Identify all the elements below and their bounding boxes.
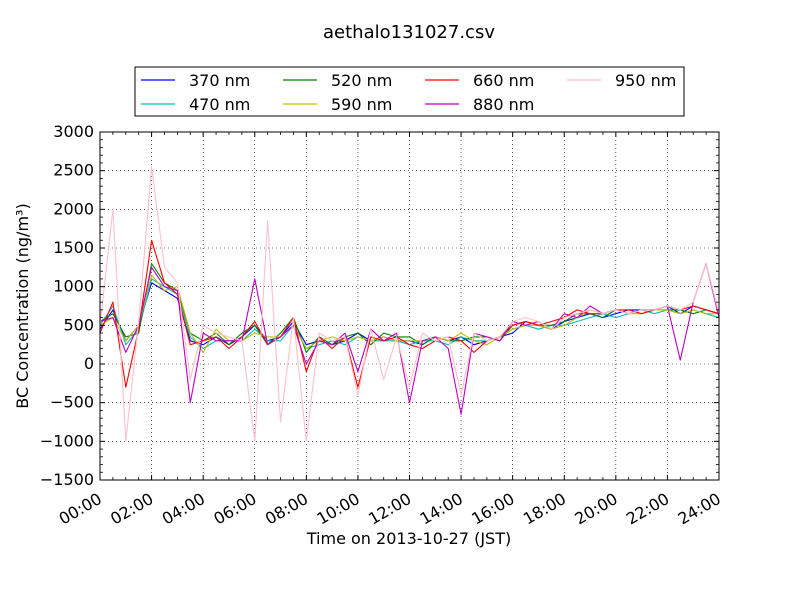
legend-label-880-nm: 880 nm (473, 95, 534, 114)
y-tick-label: −1500 (40, 470, 94, 489)
y-tick-label: 500 (63, 315, 94, 334)
legend-box (134, 66, 685, 117)
y-axis-label: BC Concentration (ng/m³) (13, 203, 32, 408)
y-tick-label: −1000 (40, 431, 94, 450)
y-tick-label: 1500 (53, 238, 94, 257)
series-layer (100, 166, 719, 442)
y-tick-label: 1000 (53, 277, 94, 296)
axis-ticks (99, 131, 720, 481)
y-tick-label: 0 (84, 354, 94, 373)
y-tick-label: −500 (50, 393, 94, 412)
legend-label-520-nm: 520 nm (331, 71, 392, 90)
legend-label-590-nm: 590 nm (331, 95, 392, 114)
legend: 370 nm 470 nm 520 nm 590 nm 660 nm 880 nm 950 … (134, 66, 685, 117)
legend-label-470-nm: 470 nm (189, 95, 250, 114)
legend-label-370-nm: 370 nm (189, 71, 250, 90)
y-tick-label: 3000 (53, 122, 94, 141)
series-line-950-nm (100, 166, 719, 442)
y-tick-label: 2500 (53, 161, 94, 180)
y-axis-tick-labels: −1500 −1000 −500 0 500 1000 1500 2000 2500 3000 (40, 122, 94, 489)
plot-area (100, 166, 719, 442)
y-tick-label: 2000 (53, 199, 94, 218)
chart-title: aethalo131027.csv (323, 22, 495, 43)
legend-label-660-nm: 660 nm (473, 71, 534, 90)
legend-label-950-nm: 950 nm (615, 71, 676, 90)
x-axis-label: Time on 2013-10-27 (JST) (306, 529, 511, 548)
legend-items: 370 nm 470 nm 520 nm 590 nm 660 nm 880 nm 950 … (141, 71, 676, 114)
